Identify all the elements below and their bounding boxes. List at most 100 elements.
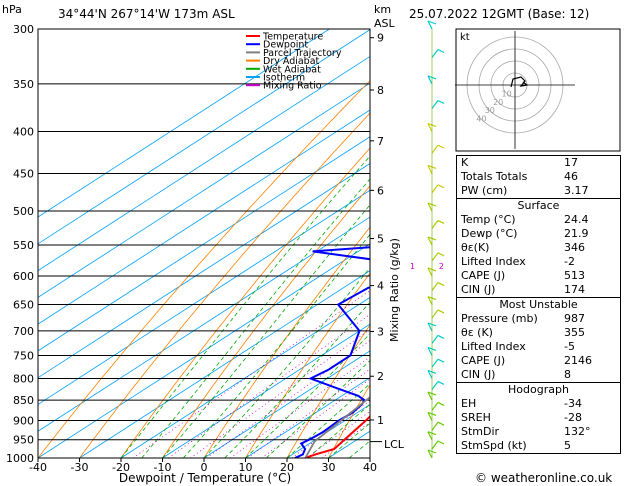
mixing-ratio-line: [168, 313, 370, 458]
isotherm-line: [38, 216, 370, 432]
hpa-unit: hPa: [2, 3, 22, 16]
hodograph-frame: [455, 28, 621, 152]
table-row: SREH -28: [457, 411, 620, 425]
km-tick-label: 9: [377, 32, 384, 45]
x-tick-label: 30: [322, 461, 336, 474]
row-value: -2: [564, 255, 575, 268]
isotherm-line: [120, 296, 370, 458]
row-label: CAPE (J): [461, 354, 506, 367]
table-row: K 17: [457, 156, 620, 170]
legend-label: Dewpoint: [263, 40, 308, 51]
x-tick-label: 40: [363, 461, 377, 474]
wind-barb: [427, 347, 433, 356]
wind-barb: [431, 184, 439, 194]
dry-adiabat-line: [120, 147, 370, 458]
pressure-tick-label: 450: [13, 167, 34, 180]
table-row: StmDir 132°: [457, 425, 620, 439]
wind-barb-flag: [437, 144, 445, 149]
wind-barb: [431, 252, 439, 262]
wind-barb-flag: [437, 380, 445, 385]
pressure-tick-label: 700: [13, 325, 34, 338]
table-row: CIN (J) 8: [457, 368, 620, 382]
wind-barb: [431, 144, 439, 154]
wind-barb-flag: [437, 99, 445, 105]
indices-table: K 17 Totals Totals 46 PW (cm) 3.17 Surface Te…: [456, 155, 621, 454]
wind-barb-flag: [437, 334, 445, 339]
pressure-tick-label: 300: [13, 23, 34, 36]
wind-barb: [431, 100, 439, 109]
wind-barb-flag: [437, 309, 445, 314]
wind-barb-flag: [437, 184, 445, 189]
mixing-ratio-line: [190, 328, 370, 458]
wet-adiabat-line: [245, 333, 370, 458]
row-label: Pressure (mb): [461, 312, 538, 325]
isotherm-line: [38, 55, 370, 272]
pressure-tick-label: 1000: [6, 452, 34, 465]
row-value: 2146: [564, 354, 592, 367]
hodograph-ring-label: 10: [502, 89, 512, 98]
mixing-ratio-label: 1: [410, 262, 415, 271]
row-label: StmSpd (kt): [461, 439, 527, 452]
row-value: 987: [564, 312, 585, 325]
wind-barb-flag: [437, 440, 445, 445]
pressure-tick-label: 850: [13, 394, 34, 407]
legend-label: Isotherm: [263, 73, 305, 84]
wind-barb: [431, 282, 439, 291]
wind-barb: [431, 402, 439, 411]
isotherm-line: [245, 377, 370, 458]
x-tick-label: 10: [239, 461, 253, 474]
wind-barb: [431, 220, 439, 229]
x-tick-label: 0: [201, 461, 208, 474]
hodograph-unit: kt: [460, 32, 470, 43]
row-label: EH: [461, 397, 477, 410]
km-tick-label: 1: [377, 414, 384, 427]
pressure-tick-label: 650: [13, 299, 34, 312]
wind-barb: [431, 309, 439, 319]
wind-barb: [427, 296, 433, 305]
dry-adiabat-line: [328, 384, 370, 458]
pressure-tick-label: 550: [13, 239, 34, 252]
row-value: 513: [564, 269, 585, 282]
hodograph-ring-label: 40: [476, 115, 486, 124]
wind-barb: [427, 236, 433, 246]
row-value: 24.4: [564, 213, 589, 226]
wind-barb: [427, 20, 433, 30]
hodograph-ring-label: 30: [485, 106, 495, 115]
legend-label: Temperature: [262, 32, 323, 43]
copyright: © weatheronline.co.uk: [475, 471, 612, 485]
legend-label: Dry Adiabat: [263, 56, 320, 67]
wind-barb: [431, 381, 439, 390]
row-label: Totals Totals: [461, 170, 528, 183]
isotherms: [38, 29, 370, 458]
wind-barb: [427, 123, 433, 132]
wet-adiabat-line: [286, 383, 370, 458]
wind-barbs: [427, 20, 445, 459]
mixing-ratio-line: [229, 356, 370, 458]
row-value: 132°: [564, 425, 591, 438]
legend-label: Wet Adiabat: [263, 64, 321, 75]
lcl-label: LCL: [384, 438, 405, 451]
dewpoint-line: [294, 246, 370, 458]
wind-barb: [427, 202, 433, 212]
km-tick-label: 7: [377, 135, 384, 148]
table-row: Temp (°C) 24.4: [457, 213, 620, 227]
isotherm-line: [38, 29, 330, 218]
isotherm-line: [203, 350, 370, 458]
table-row: Lifted Index -2: [457, 255, 620, 269]
row-label: CAPE (J): [461, 269, 506, 282]
km-tick-label: 4: [377, 280, 384, 293]
x-tick-label: -30: [71, 461, 89, 474]
x-tick-label: 20: [280, 461, 294, 474]
temperature-line: [304, 415, 370, 458]
x-tick-label: -40: [29, 461, 47, 474]
isotherm-line: [162, 323, 370, 458]
pressure-tick-label: 400: [13, 126, 34, 139]
wind-barb: [427, 75, 433, 85]
row-value: -34: [564, 397, 582, 410]
row-value: 346: [564, 241, 585, 254]
wind-barb: [427, 165, 433, 174]
parcel-trajectory-line: [304, 396, 370, 458]
wind-barb-flag: [437, 48, 445, 54]
row-value: 5: [564, 439, 571, 452]
